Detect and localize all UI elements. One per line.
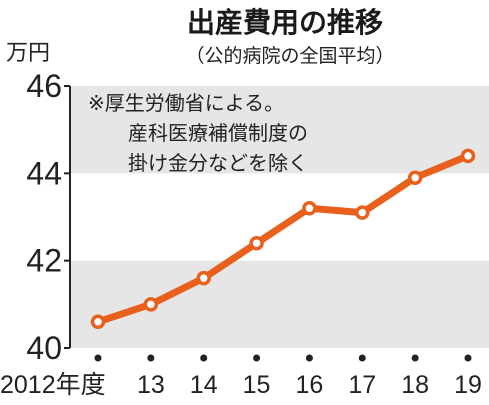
note-line-2: 産科医療補償制度の: [128, 121, 308, 145]
y-tick-label-40: 40: [26, 330, 62, 366]
x-tick-label-0: 2012年度: [0, 371, 106, 399]
data-point-7: [460, 148, 476, 164]
x-tick-dot-2: [200, 354, 208, 362]
data-point-5: [355, 205, 370, 220]
x-tick-dot-0: [94, 354, 102, 362]
note-line-3: 掛け金分などを除く: [128, 151, 308, 175]
chart-title: 出産費用の推移: [187, 6, 383, 39]
x-tick-dot-7: [464, 354, 472, 362]
x-tick-label-4: 16: [296, 371, 324, 399]
data-point-0: [90, 314, 106, 330]
y-tick-label-42: 42: [26, 243, 62, 279]
note-line-1: ※厚生労働省による。: [88, 91, 284, 115]
data-point-1: [143, 297, 159, 312]
data-point-4: [302, 201, 317, 216]
x-tick-dot-1: [147, 354, 155, 362]
x-tick-dot-4: [305, 354, 313, 362]
x-tick-label-3: 15: [243, 371, 271, 399]
y-ticks: 40 42 44 46: [26, 68, 70, 366]
data-point-2: [196, 270, 211, 286]
x-tick-label-1: 13: [137, 371, 165, 399]
x-tick-label-2: 14: [190, 371, 218, 399]
x-tick-label-7: 19: [454, 371, 482, 399]
x-tick-label-6: 18: [401, 371, 429, 399]
y-unit-label: 万円: [6, 41, 50, 66]
series-line-0: [94, 152, 472, 326]
band-40-42: [70, 260, 489, 348]
x-ticks: 2012年度 13 14 15 16 17 18 19: [0, 354, 482, 399]
data-point-3: [249, 235, 264, 251]
series-layer: [90, 148, 476, 330]
background-bands: [70, 86, 489, 348]
chart-subtitle: （公的病院の全国平均）: [185, 45, 394, 67]
x-tick-label-5: 17: [348, 371, 376, 399]
x-tick-dot-3: [253, 354, 261, 362]
y-tick-label-44: 44: [26, 155, 62, 191]
band-44-46: [70, 86, 489, 174]
data-point-6: [407, 170, 423, 185]
source-note: ※厚生労働省による。 産科医療補償制度の 掛け金分などを除く: [88, 91, 308, 175]
x-tick-dot-5: [358, 354, 366, 362]
x-tick-dot-6: [411, 354, 419, 362]
y-tick-label-46: 46: [26, 68, 62, 104]
